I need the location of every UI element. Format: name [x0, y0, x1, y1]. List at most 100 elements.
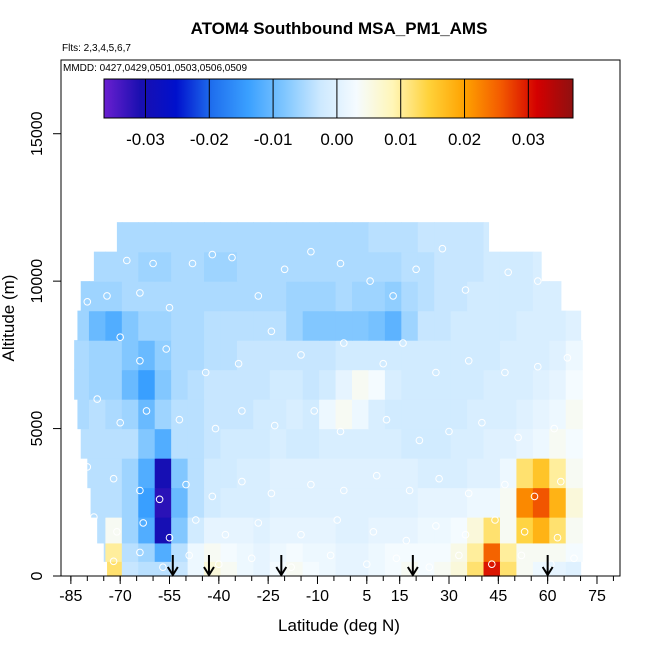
sample-point	[501, 480, 509, 489]
sample-point	[363, 560, 371, 569]
sample-point	[234, 359, 243, 368]
heatmap-cell	[253, 561, 271, 577]
sample-point	[208, 250, 217, 259]
heatmap-cell	[204, 517, 222, 544]
sample-point	[382, 415, 391, 424]
heatmap-cell	[204, 340, 222, 371]
heatmap-cell	[253, 487, 271, 518]
heatmap-cell	[154, 487, 172, 518]
heatmap-cell	[187, 428, 205, 459]
heatmap-cell	[549, 340, 567, 371]
heatmap-cell	[352, 251, 370, 282]
heatmap-cell	[138, 487, 156, 518]
heatmap-cell	[450, 340, 468, 371]
colorbar-tick-label: 0.01	[384, 130, 417, 149]
profile-arrow	[541, 555, 554, 577]
heatmap-cell	[253, 399, 271, 430]
heatmap-cell	[467, 281, 485, 312]
heatmap-cell	[384, 517, 402, 544]
heatmap-cell	[450, 458, 468, 489]
heatmap-cell	[121, 517, 139, 544]
heatmap-cell	[516, 310, 534, 341]
heatmap-cell	[483, 222, 490, 253]
heatmap-cell	[467, 369, 485, 400]
heatmap-cell	[335, 251, 353, 282]
heatmap-cell	[335, 428, 353, 459]
heatmap-cell	[532, 487, 550, 518]
heatmap-cell	[417, 251, 435, 282]
heatmap-cell	[401, 399, 419, 430]
heatmap-cell	[335, 369, 353, 400]
heatmap-cell	[77, 310, 90, 341]
heatmap-cell	[499, 517, 518, 544]
heatmap-cell	[450, 399, 468, 430]
heatmap-cell	[138, 517, 156, 544]
sample-point	[340, 486, 348, 495]
heatmap-cell	[565, 487, 583, 518]
heatmap-cell	[286, 399, 304, 430]
heatmap-cell	[450, 310, 468, 341]
heatmap-cell	[417, 399, 435, 430]
colorbar-tick-label: -0.03	[126, 130, 165, 149]
sample-point	[175, 415, 184, 424]
heatmap-cell	[368, 399, 386, 430]
heatmap-cell	[121, 487, 139, 518]
heatmap-cell	[236, 517, 254, 544]
sample-point	[192, 516, 200, 524]
heatmap-cell	[220, 399, 238, 430]
heatmap-cell	[319, 369, 337, 400]
heatmap-cell	[138, 458, 156, 489]
heatmap-cell	[549, 399, 567, 430]
heatmap-cell	[516, 561, 534, 577]
heatmap-cell	[121, 251, 139, 282]
heatmap-field	[74, 222, 583, 577]
heatmap-cell	[565, 517, 583, 544]
heatmap-cell	[368, 487, 386, 518]
heatmap-cell	[335, 542, 353, 562]
x-tick-label: -25	[257, 588, 280, 605]
heatmap-cell	[499, 561, 518, 577]
sample-point	[550, 424, 559, 433]
heatmap-cell	[80, 428, 90, 459]
heatmap-cell	[516, 517, 534, 544]
heatmap-cell	[483, 340, 501, 371]
heatmap-cell	[220, 281, 238, 312]
sample-point	[267, 489, 276, 498]
chart-title: ATOM4 Southbound MSA_PM1_AMS	[191, 19, 488, 38]
heatmap-cell	[171, 561, 189, 577]
heatmap-cell	[450, 561, 468, 577]
heatmap-cell	[319, 487, 337, 518]
heatmap-cell	[352, 517, 370, 544]
heatmap-cell	[253, 428, 271, 459]
heatmap-cell	[516, 458, 534, 489]
heatmap-cell	[549, 281, 562, 312]
sample-point	[534, 277, 542, 285]
sample-point	[83, 463, 92, 471]
x-tick-label: -10	[306, 588, 329, 605]
heatmap-cell	[236, 561, 254, 577]
sample-point	[336, 427, 345, 436]
heatmap-cell	[352, 369, 370, 400]
heatmap-cell	[368, 542, 386, 562]
heatmap-cell	[220, 251, 238, 282]
heatmap-cell	[467, 542, 485, 562]
heatmap-cell	[335, 281, 353, 312]
sample-point	[517, 551, 526, 560]
sample-point	[142, 407, 151, 415]
heatmap-cell	[121, 310, 139, 341]
heatmap-cell	[434, 517, 452, 544]
heatmap-cell	[105, 310, 123, 341]
heatmap-cell	[171, 369, 189, 400]
sample-point	[461, 530, 470, 539]
sample-point	[228, 253, 236, 262]
heatmap-cell	[220, 428, 238, 459]
heatmap-cell	[352, 561, 370, 577]
heatmap-cell	[401, 542, 419, 562]
sample-point	[136, 289, 144, 297]
sample-point	[159, 563, 167, 572]
heatmap-cell	[253, 517, 271, 544]
y-axis-label: Altitude (m)	[0, 275, 18, 362]
heatmap-cell	[269, 310, 287, 341]
heatmap-cell	[171, 340, 189, 371]
heatmap-cell	[335, 517, 353, 544]
